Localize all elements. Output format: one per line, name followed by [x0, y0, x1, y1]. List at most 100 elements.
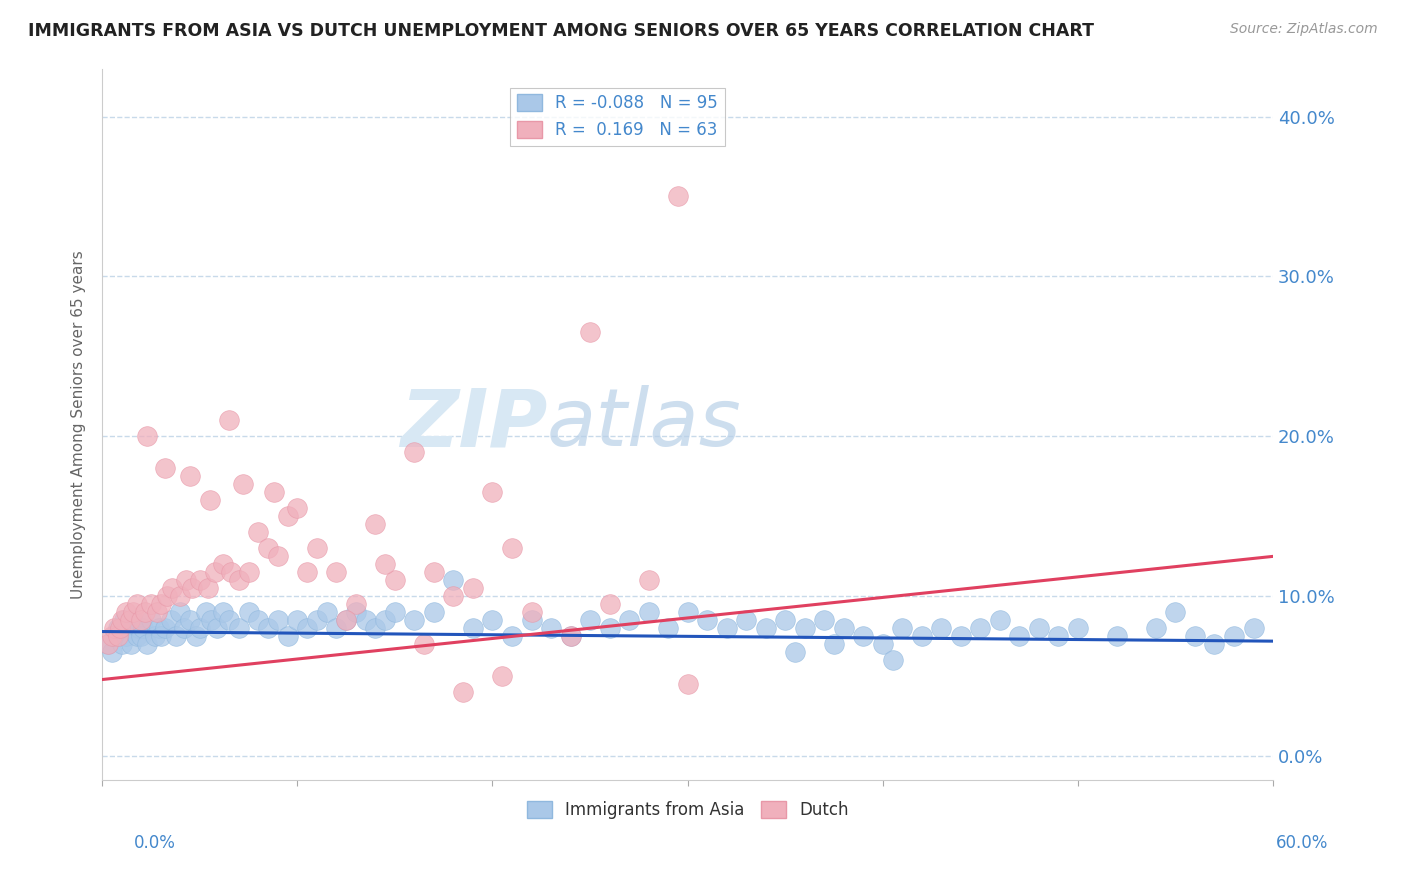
Point — [832, 621, 855, 635]
Point — [257, 541, 280, 556]
Point — [813, 613, 835, 627]
Text: atlas: atlas — [547, 385, 742, 464]
Point — [344, 605, 367, 619]
Point — [174, 574, 197, 588]
Point — [295, 621, 318, 635]
Point — [165, 629, 187, 643]
Point — [134, 605, 156, 619]
Point — [143, 629, 166, 643]
Point — [179, 613, 201, 627]
Point — [207, 621, 229, 635]
Point — [374, 613, 396, 627]
Point — [443, 574, 465, 588]
Point — [891, 621, 914, 635]
Point — [325, 621, 347, 635]
Point — [1105, 629, 1128, 643]
Point — [315, 605, 337, 619]
Point — [122, 613, 145, 627]
Point — [267, 549, 290, 564]
Point — [139, 613, 162, 627]
Legend: Immigrants from Asia, Dutch: Immigrants from Asia, Dutch — [520, 794, 855, 825]
Point — [238, 605, 260, 619]
Point — [139, 598, 162, 612]
Point — [305, 613, 328, 627]
Point — [696, 613, 718, 627]
Point — [149, 629, 172, 643]
Point — [481, 613, 503, 627]
Point — [461, 621, 484, 635]
Point — [197, 582, 219, 596]
Point — [188, 574, 211, 588]
Point — [599, 621, 621, 635]
Point — [159, 613, 181, 627]
Point — [121, 637, 143, 651]
Point — [579, 326, 602, 340]
Point — [413, 637, 436, 651]
Point — [228, 574, 250, 588]
Point — [520, 613, 543, 627]
Point — [872, 637, 894, 651]
Point — [423, 605, 446, 619]
Point — [325, 566, 347, 580]
Point — [111, 637, 134, 651]
Point — [716, 621, 738, 635]
Point — [1067, 621, 1090, 635]
Point — [637, 574, 659, 588]
Point — [194, 605, 217, 619]
Point — [117, 621, 139, 635]
Text: 0.0%: 0.0% — [134, 834, 176, 852]
Point — [1243, 621, 1265, 635]
Point — [443, 590, 465, 604]
Text: ZIP: ZIP — [399, 385, 547, 464]
Point — [103, 629, 125, 643]
Point — [988, 613, 1011, 627]
Point — [129, 629, 152, 643]
Point — [188, 621, 211, 635]
Point — [169, 605, 191, 619]
Point — [423, 566, 446, 580]
Point — [335, 613, 357, 627]
Point — [404, 445, 426, 459]
Y-axis label: Unemployment Among Seniors over 65 years: Unemployment Among Seniors over 65 years — [72, 250, 86, 599]
Point — [111, 613, 134, 627]
Point — [277, 629, 299, 643]
Point — [267, 613, 290, 627]
Point — [107, 621, 129, 635]
Point — [232, 477, 254, 491]
Point — [200, 613, 222, 627]
Point — [1223, 629, 1246, 643]
Point — [101, 629, 124, 643]
Point — [146, 605, 169, 619]
Point — [637, 605, 659, 619]
Point — [949, 629, 972, 643]
Point — [132, 621, 155, 635]
Point — [108, 629, 131, 643]
Point — [212, 558, 235, 572]
Point — [305, 541, 328, 556]
Point — [1144, 621, 1167, 635]
Point — [491, 669, 513, 683]
Point — [263, 485, 285, 500]
Point — [108, 621, 131, 635]
Point — [354, 613, 377, 627]
Point — [198, 493, 221, 508]
Point — [882, 653, 904, 667]
Point — [1184, 629, 1206, 643]
Point — [218, 413, 240, 427]
Point — [823, 637, 845, 651]
Point — [136, 429, 159, 443]
Point — [666, 189, 689, 203]
Point — [122, 605, 145, 619]
Point — [103, 621, 125, 635]
Point — [212, 605, 235, 619]
Point — [1028, 621, 1050, 635]
Point — [114, 605, 136, 619]
Point — [162, 582, 184, 596]
Point — [735, 613, 758, 627]
Point — [238, 566, 260, 580]
Point — [676, 605, 699, 619]
Point — [579, 613, 602, 627]
Point — [1047, 629, 1070, 643]
Point — [520, 605, 543, 619]
Point — [97, 637, 120, 651]
